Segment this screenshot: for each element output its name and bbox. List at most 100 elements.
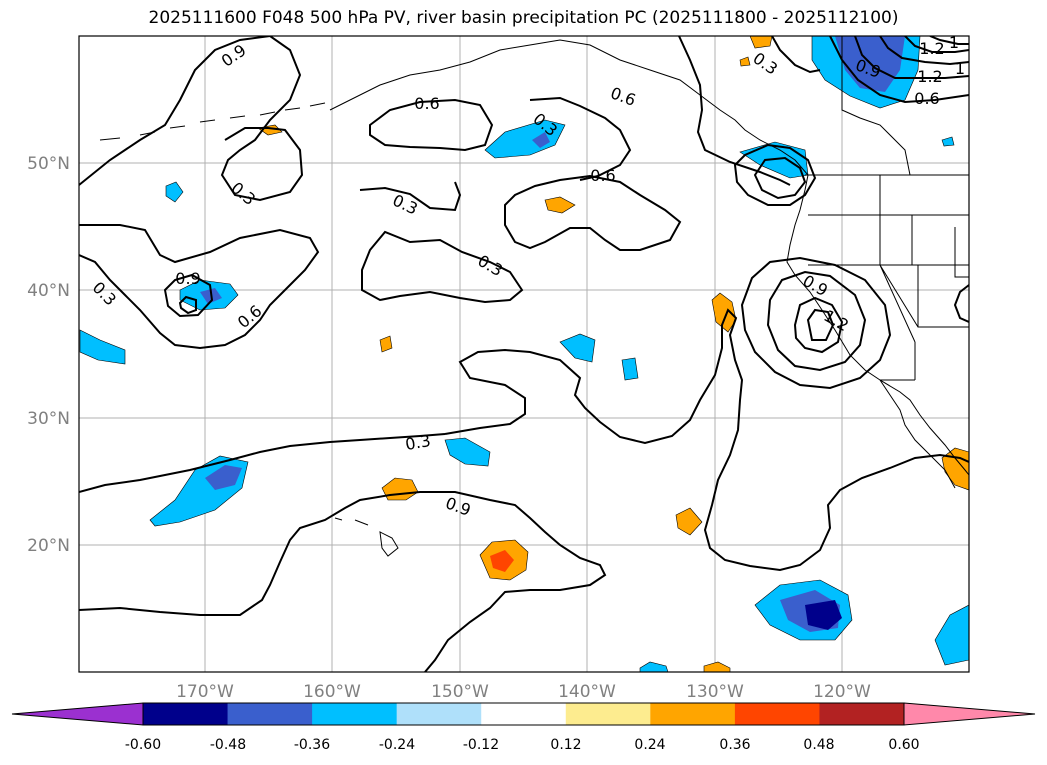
contour-label: 0.3 — [89, 278, 120, 309]
negative-precip-area — [444, 437, 491, 467]
pv-contour-0.3 — [79, 491, 607, 672]
pv-contour-0.9 — [854, 36, 969, 79]
negative-precip-area — [532, 132, 550, 148]
lon-label: 120°W — [813, 682, 871, 702]
pv-contour-0.3 — [740, 256, 892, 390]
positive-precip-area — [703, 661, 731, 672]
positive-precip-core — [490, 550, 514, 572]
contour-label: 1 — [955, 59, 965, 78]
contour-label: 0.9 — [443, 493, 473, 520]
pv-contour-0.6 — [163, 273, 214, 318]
lon-label: 130°W — [686, 682, 744, 702]
contour-label: 0.3 — [390, 191, 421, 219]
positive-precip-area — [749, 36, 773, 49]
pv-contour-0.6 — [766, 270, 867, 372]
positive-precip-area — [739, 56, 751, 67]
positive-precip-area — [379, 335, 393, 353]
colorbar-segment — [143, 703, 229, 725]
pv-contour-0.6 — [529, 96, 632, 181]
colorbar-segment — [227, 703, 313, 725]
negative-precip-area — [621, 357, 639, 381]
lat-label: 50°N — [27, 154, 70, 174]
contour-label: 0.6 — [914, 89, 939, 108]
colorbar-tick-label: 0.48 — [803, 737, 834, 753]
pv-contour-0.3 — [79, 36, 271, 186]
negative-precip-area — [484, 119, 566, 159]
contour-label: 0.6 — [414, 94, 439, 113]
pv-contour-0.6 — [953, 284, 969, 323]
colorbar-tick-label: 0.24 — [634, 737, 665, 753]
colorbar-extend-high — [903, 702, 1036, 726]
colorbar-tick-label: -0.12 — [463, 737, 499, 753]
contour-label: 0.6 — [608, 83, 638, 110]
lon-label: 150°W — [431, 682, 489, 702]
pv-contour-0.6 — [504, 174, 682, 251]
colorbar-segment — [565, 703, 651, 725]
pv-contours — [79, 36, 969, 672]
pv-contour-1.8 — [929, 36, 969, 45]
contour-label: 0.9 — [218, 41, 250, 71]
contour-label: 1.2 — [917, 67, 942, 86]
colorbar-tick-label: -0.60 — [125, 737, 161, 753]
lon-label: 160°W — [303, 682, 361, 702]
positive-precip-area — [544, 196, 576, 214]
contour-label: 0.3 — [227, 178, 259, 209]
hawaii-islands — [334, 517, 399, 557]
pv-contour-0.9 — [178, 295, 197, 315]
lat-label: 30°N — [27, 409, 70, 429]
contour-label: 0.6 — [234, 301, 266, 332]
colorbar-extend-low — [11, 702, 144, 726]
longitude-labels: 170°W 160°W 150°W 140°W 130°W 120°W — [176, 682, 871, 702]
pv-contour-1.2 — [806, 308, 835, 341]
map-title: 2025111600 F048 500 hPa PV, river basin … — [148, 8, 899, 28]
pv-contour-0.3 — [361, 230, 524, 304]
pv-contour-0.6 — [753, 156, 807, 200]
pv-contour-0.9 — [793, 296, 844, 354]
colorbar-segment — [650, 703, 736, 725]
pv-contour-0.6 — [829, 36, 969, 104]
us-state-borders — [808, 175, 969, 381]
pv-contour-0.3 — [79, 224, 320, 350]
pv-contour-0.3 — [220, 36, 304, 202]
pv-contour-1.2 — [879, 36, 969, 66]
contour-label: 1.2 — [919, 39, 944, 58]
positive-precip-area — [675, 507, 703, 536]
precip-fill-areas — [79, 36, 969, 672]
lat-label: 20°N — [27, 536, 70, 556]
baja-california — [879, 379, 956, 489]
colorbar-segment — [819, 703, 905, 725]
colorbar-tick-label: -0.24 — [379, 737, 415, 753]
negative-precip-area — [165, 181, 184, 203]
lon-label: 140°W — [558, 682, 616, 702]
us-west-coastline — [786, 189, 969, 476]
latitude-labels: 50°N 40°N 30°N 20°N — [27, 154, 70, 556]
colorbar-tick-label: 0.60 — [888, 737, 919, 753]
pv-contour-0.6 — [369, 98, 494, 152]
canada-border — [841, 36, 911, 176]
colorbar-tick-label: 0.12 — [550, 737, 581, 753]
contour-label: 0.6 — [590, 166, 615, 185]
contour-label: 0.9 — [175, 269, 200, 288]
negative-precip-area — [941, 136, 955, 147]
negative-precip-area — [559, 333, 596, 363]
negative-precip-area — [639, 661, 669, 672]
negative-precip-core — [805, 600, 842, 630]
pv-contour-0.3 — [359, 181, 462, 212]
contour-label: 0.3 — [474, 251, 506, 280]
colorbar-segments — [143, 703, 905, 725]
negative-precip-area — [934, 604, 969, 666]
lon-label: 170°W — [176, 682, 234, 702]
lat-label: 40°N — [27, 281, 70, 301]
contour-label: 0.3 — [749, 49, 781, 79]
colorbar-tick-label: -0.36 — [294, 737, 330, 753]
contour-label: 1.2 — [820, 306, 852, 335]
colorbar-segment — [734, 703, 820, 725]
pv-contour-0.3 — [444, 308, 969, 572]
colorbar-outline — [142, 702, 905, 726]
colorbar-segment — [396, 703, 482, 725]
contour-label-group: 0.9 0.6 0.6 0.3 0.9 1.2 1 0.6 1.2 1 0.3 … — [89, 33, 965, 520]
colorbar-segment — [312, 703, 398, 725]
pv-contour-1.5 — [904, 36, 969, 53]
colorbar-tick-label: -0.48 — [210, 737, 246, 753]
